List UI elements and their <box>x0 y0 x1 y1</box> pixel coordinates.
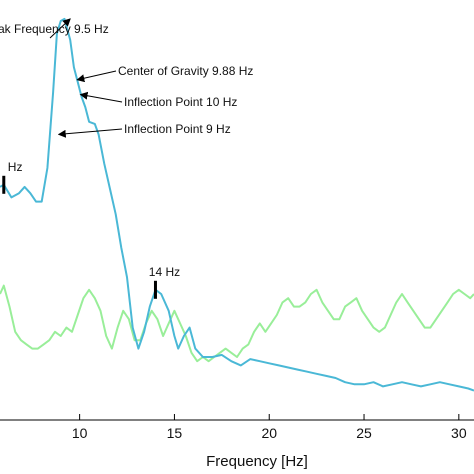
x-tick-label: 25 <box>356 425 372 441</box>
x-axis-label: Frequency [Hz] <box>206 453 308 470</box>
annotation-label: ak Frequency 9.5 Hz <box>0 22 109 36</box>
annotation-arrow <box>76 70 117 83</box>
annotation-arrow <box>49 18 71 39</box>
x-tick-label: 15 <box>167 425 183 441</box>
marker-label: Hz <box>8 160 23 174</box>
x-tick-label: 20 <box>261 425 277 441</box>
series-layer <box>0 17 474 392</box>
annotation-label: Center of Gravity 9.88 Hz <box>118 64 253 78</box>
x-ticks: 10 15 20 25 30 <box>72 414 467 441</box>
series-line-blue <box>0 17 474 392</box>
annotation-label: Inflection Point 10 Hz <box>124 95 237 109</box>
marker-label: 14 Hz <box>149 265 180 279</box>
annotation-arrow <box>79 91 123 103</box>
annotation-label: Inflection Point 9 Hz <box>124 122 231 136</box>
series-line-green <box>0 284 474 363</box>
annotation-arrow <box>57 128 123 138</box>
annotations-layer: ak Frequency 9.5 Hz Center of Gravity 9.8… <box>0 18 253 138</box>
x-tick-label: 10 <box>72 425 88 441</box>
markers-layer: Hz 14 Hz <box>2 160 180 299</box>
x-tick-label: 30 <box>451 425 467 441</box>
